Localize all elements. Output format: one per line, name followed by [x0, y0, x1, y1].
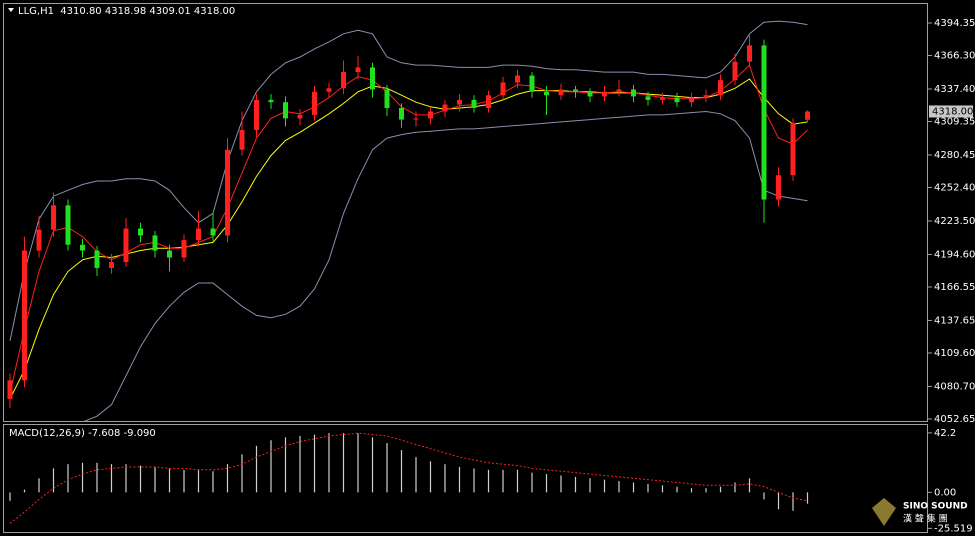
candle-body: [442, 104, 448, 112]
price-marker: [929, 105, 973, 118]
candle-body: [225, 149, 230, 236]
candle-body: [152, 235, 158, 251]
y-tick-label: 4052.65: [934, 414, 975, 425]
candle-body: [7, 380, 13, 399]
candle-body: [254, 99, 259, 131]
y-tick-label: 4280.45: [934, 150, 975, 161]
y-tick-label: 4252.40: [934, 182, 975, 193]
candle-body: [776, 175, 781, 200]
y-tick-label: 42.2: [934, 428, 956, 439]
watermark-chinese: 漢 聲 集 團: [903, 513, 948, 525]
indicator-line: [9, 78, 808, 400]
indicator-line: [9, 20, 808, 342]
candle-body: [181, 240, 187, 258]
plot-area: [7, 20, 810, 421]
y-tick-label: 4394.35: [934, 18, 975, 29]
y-tick-label: 4337.40: [934, 84, 975, 95]
candle-body: [515, 75, 520, 83]
candle-body: [196, 228, 201, 241]
candle-body: [22, 250, 27, 381]
candle-body: [36, 229, 42, 251]
watermark: SINO SOUND 漢 聲 集 團: [872, 498, 968, 526]
candle-body: [703, 95, 709, 98]
y-tick-label: 4080.70: [934, 381, 975, 392]
candle-body: [732, 61, 738, 81]
watermark-logo: [872, 498, 896, 526]
candle-body: [500, 82, 506, 96]
candle-body: [457, 99, 462, 105]
candle-body: [428, 111, 433, 119]
candle-body: [326, 88, 332, 92]
candle-body: [138, 228, 143, 236]
candle-body: [529, 75, 535, 92]
candle-body: [544, 91, 549, 96]
y-tick-label: 4309.35: [934, 116, 975, 127]
y-tick-label: 4194.60: [934, 249, 975, 260]
candle-body: [573, 89, 578, 92]
candle-body: [790, 123, 796, 176]
candle-body: [341, 72, 346, 89]
y-tick-label: -25.519: [934, 523, 973, 534]
watermark-name: SINO SOUND: [903, 502, 968, 512]
candle-body: [312, 91, 317, 115]
candle-body: [645, 96, 651, 100]
candle-body: [283, 102, 288, 119]
candle-body: [51, 205, 56, 230]
candle-body: [399, 107, 404, 120]
candle-body: [471, 99, 477, 108]
y-tick-label: 0.00: [934, 487, 956, 498]
macd-title: MACD(12,26,9) -7.608 -9.090: [9, 428, 156, 439]
y-tick-label: 4223.50: [934, 216, 975, 227]
candle-body: [65, 205, 71, 245]
candle-body: [413, 118, 419, 120]
candle-body: [123, 228, 129, 263]
candle-body: [689, 97, 694, 103]
collapse-triangle: [8, 8, 14, 12]
chart-title: LLG,H1 4310.80 4318.98 4309.01 4318.00: [18, 6, 235, 17]
y-tick-label: 4137.65: [934, 315, 975, 326]
candle-body: [384, 89, 390, 108]
candle-body: [268, 99, 274, 103]
candle-body: [109, 262, 114, 268]
candle-body: [210, 228, 216, 236]
candle-body: [660, 97, 665, 100]
indicator-line: [83, 110, 808, 421]
y-tick-label: 4166.55: [934, 282, 975, 293]
candle-body: [587, 91, 593, 97]
macd-panel: [3, 424, 928, 533]
candle-body: [167, 250, 172, 258]
candle-body: [602, 91, 607, 97]
candle-body: [747, 45, 752, 62]
plot-area: [9, 432, 809, 524]
candle-body: [94, 250, 100, 268]
price-marker-label: 4318.00: [932, 106, 973, 117]
candle-body: [558, 89, 564, 96]
candle-body: [718, 80, 723, 96]
y-tick-label: 4109.60: [934, 348, 975, 359]
candle-body: [805, 111, 810, 120]
main-panel: [3, 3, 928, 422]
candle-body: [631, 89, 636, 97]
candle-body: [355, 67, 361, 73]
y-tick-label: 4366.30: [934, 50, 975, 61]
candle-body: [80, 244, 85, 251]
candle-body: [239, 130, 245, 150]
candle-body: [486, 95, 491, 108]
candle-body: [674, 97, 680, 103]
signal-line: [9, 432, 808, 524]
candle-body: [297, 114, 303, 119]
candle-body: [616, 89, 622, 92]
candle-body: [370, 67, 375, 90]
candle-body: [761, 45, 767, 200]
